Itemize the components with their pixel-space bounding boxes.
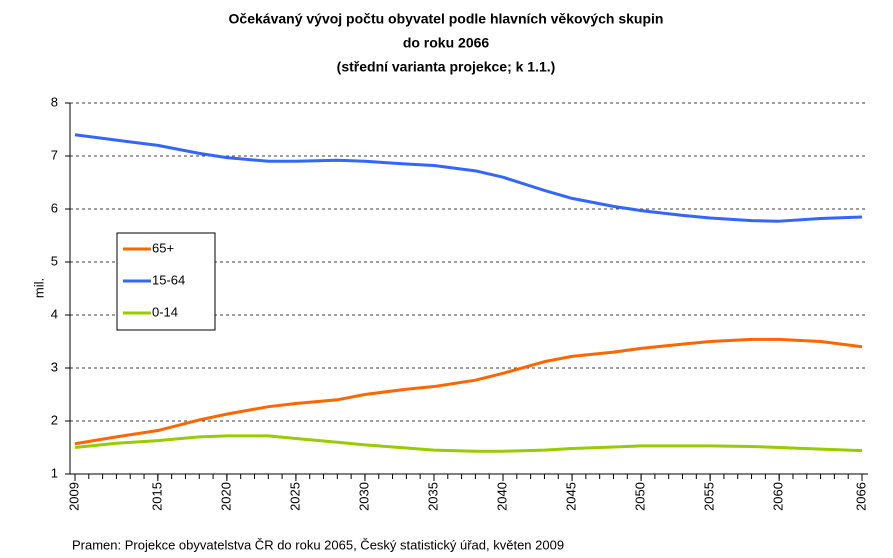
legend-label: 15-64 — [152, 272, 185, 287]
y-tick-label: 3 — [51, 359, 58, 374]
y-tick-label: 4 — [51, 306, 58, 321]
x-tick-label: 2025 — [287, 482, 302, 511]
line — [74, 434, 863, 453]
source: Pramen: Projekce obyvatelstva ČR do roku… — [72, 537, 564, 552]
y-tick-label: 8 — [51, 94, 58, 109]
x-tick-label: 2055 — [702, 482, 717, 511]
x-tick-label: 2030 — [356, 482, 371, 511]
chart-title: (střední varianta projekce; k 1.1.) — [337, 59, 556, 75]
x-tick-label: 2050 — [633, 482, 648, 511]
chart-title: Očekávaný vývoj počtu obyvatel podle hla… — [229, 11, 664, 27]
x-tick-label: 2066 — [853, 482, 868, 511]
y-tick-label: 5 — [51, 253, 58, 268]
line — [74, 337, 863, 446]
legend-label: 0-14 — [152, 304, 178, 319]
x-tick-label: 2060 — [771, 482, 786, 511]
x-tick-label: 2009 — [66, 482, 81, 511]
line — [74, 133, 863, 223]
y-tick-label: 1 — [51, 465, 58, 480]
x-tick-label: 2040 — [494, 482, 509, 511]
chart-title: do roku 2066 — [403, 35, 490, 51]
y-tick-label: 7 — [51, 147, 58, 162]
x-tick-label: 2020 — [218, 482, 233, 511]
legend-label: 65+ — [152, 240, 174, 255]
y-tick-label: 2 — [51, 412, 58, 427]
y-axis-label: mil. — [31, 278, 46, 298]
x-tick-label: 2035 — [425, 482, 440, 511]
x-tick-label: 2015 — [149, 482, 164, 511]
y-tick-label: 6 — [51, 200, 58, 215]
x-tick-label: 2045 — [563, 482, 578, 511]
